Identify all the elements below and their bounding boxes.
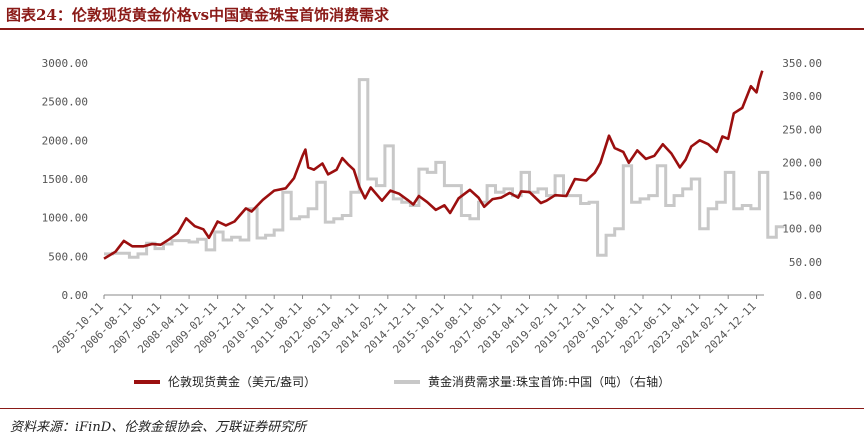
left-axis: 0.00 500.00 1000.00 1500.00 2000.00 2500.00 30… (42, 57, 88, 302)
legend: 伦敦现货黄金（美元/盎司） 黄金消费需求量:珠宝首饰:中国（吨）（右轴） (134, 374, 670, 389)
series-demand-line (104, 78, 785, 259)
right-tick-label: 350.00 (782, 57, 822, 70)
footer-rule (0, 408, 864, 409)
left-tick-label: 2000.00 (42, 134, 88, 147)
left-tick-label: 3000.00 (42, 57, 88, 70)
left-tick-label: 500.00 (48, 250, 88, 263)
series-gold-line (103, 70, 764, 260)
left-tick-label: 2500.00 (42, 96, 88, 109)
right-tick-label: 50.00 (789, 256, 822, 269)
right-tick-label: 100.00 (782, 223, 822, 236)
left-tick-label: 1500.00 (42, 173, 88, 186)
plot-area (103, 70, 785, 296)
right-tick-label: 0.00 (796, 289, 823, 302)
title-rule (0, 28, 864, 30)
legend-label-demand: 黄金消费需求量:珠宝首饰:中国（吨）（右轴） (428, 374, 670, 389)
chart-title: 图表24：伦敦现货黄金价格vs中国黄金珠宝首饰消费需求 (6, 6, 390, 24)
right-tick-label: 150.00 (782, 190, 822, 203)
right-tick-label: 250.00 (782, 123, 822, 136)
right-tick-label: 200.00 (782, 156, 822, 169)
right-tick-label: 300.00 (782, 90, 822, 103)
source-note: 资料来源：iFinD、伦敦金银协会、万联证券研究所 (10, 420, 307, 435)
chart: 0.00 500.00 1000.00 1500.00 2000.00 2500.00 30… (42, 57, 822, 389)
x-axis: 2005-10-112006-08-112007-06-112008-04-11… (50, 295, 759, 356)
right-axis: 0.00 50.00 100.00 150.00 200.00 250.00 300.00 3… (782, 57, 822, 302)
left-tick-label: 1000.00 (42, 212, 88, 225)
legend-label-gold: 伦敦现货黄金（美元/盎司） (168, 374, 316, 389)
left-tick-label: 0.00 (62, 289, 89, 302)
